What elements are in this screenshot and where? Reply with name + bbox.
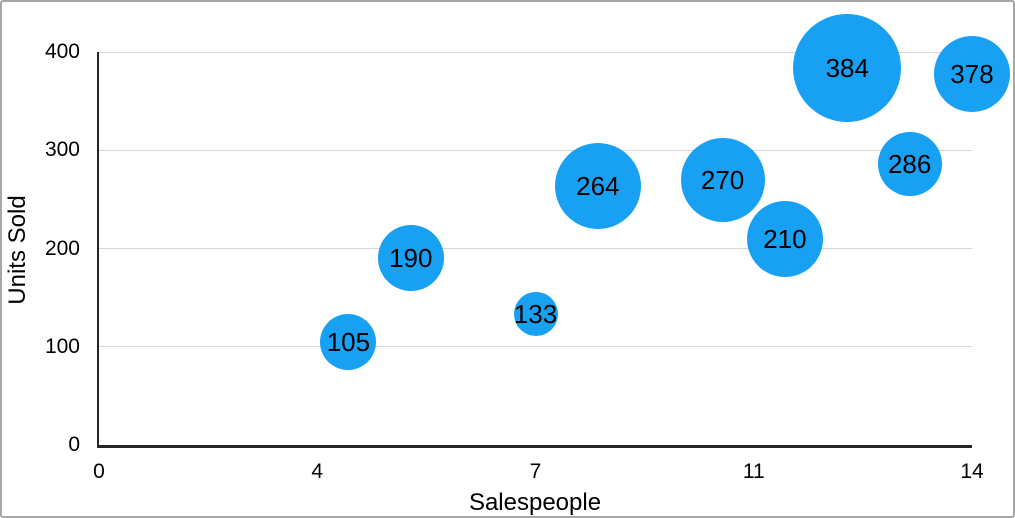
y-tick-label: 400 [44, 40, 80, 63]
x-tick-label: 0 [93, 460, 105, 483]
bubble[interactable]: 384 [793, 13, 902, 122]
bubble-value-label: 133 [513, 299, 558, 330]
x-tick-label: 4 [311, 460, 324, 483]
bubble[interactable]: 378 [934, 35, 1010, 112]
x-tick-label: 7 [529, 460, 542, 483]
y-tick-label: 300 [44, 138, 80, 162]
bubble-value-label: 286 [887, 149, 932, 179]
x-tick-label: 11 [742, 460, 765, 483]
y-gridline [99, 346, 972, 348]
y-gridline [99, 149, 972, 151]
bubble-value-label: 384 [825, 52, 869, 83]
y-tick-label: 0 [68, 433, 80, 456]
bubble[interactable]: 210 [746, 200, 823, 277]
y-axis-line [96, 52, 99, 448]
bubble-value-label: 378 [950, 58, 994, 89]
y-axis-title: Units Sold [4, 195, 31, 305]
y-tick-label: 200 [44, 236, 80, 260]
bubble-value-label: 105 [326, 326, 371, 357]
x-axis-title: Salespeople [468, 489, 602, 516]
bubble[interactable]: 105 [320, 313, 377, 370]
bubble[interactable]: 264 [554, 142, 641, 229]
bubble[interactable]: 286 [877, 132, 942, 196]
bubble-value-label: 210 [763, 223, 807, 254]
x-tick-label: 14 [960, 460, 984, 483]
bubble-value-label: 264 [576, 170, 620, 201]
y-gridline [99, 51, 972, 53]
bubble-value-label: 270 [700, 164, 745, 195]
bubble[interactable]: 190 [377, 225, 444, 292]
bubble[interactable]: 270 [680, 137, 765, 222]
x-axis-line [96, 444, 972, 448]
y-tick-label: 100 [44, 334, 80, 358]
y-gridline [99, 248, 972, 249]
bubble[interactable]: 133 [513, 292, 558, 337]
bubble-value-label: 190 [389, 243, 433, 274]
